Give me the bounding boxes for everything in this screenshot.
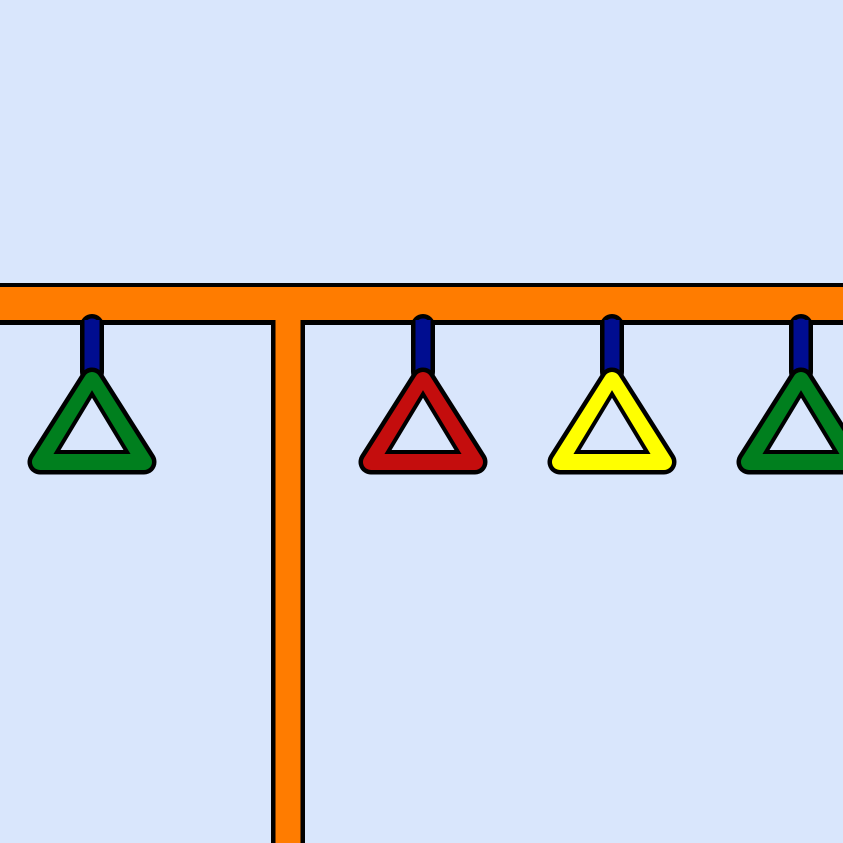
triangle-inner-edge [53,390,131,454]
triangle-inner-edge [762,390,840,454]
hand-strap-handle [547,314,677,475]
hand-strap-handle [27,314,157,475]
vertical-pole-fill [275,300,301,843]
strap-top [604,320,620,330]
horizontal-bar [0,283,843,330]
t-junction-fill [275,300,301,330]
strap-top [793,320,809,330]
handles-layer [27,314,843,475]
triangle-inner-edge [384,390,462,454]
vertical-pole [271,300,305,843]
hand-strap-handle [358,314,488,475]
hand-strap-handle [736,314,843,475]
triangle-ring [552,372,672,470]
triangle-ring [741,372,843,470]
triangle-ring [363,372,483,470]
triangle-inner-edge [573,390,651,454]
strap-top [415,320,431,330]
triangle-ring [32,372,152,470]
strap-top [84,320,100,330]
